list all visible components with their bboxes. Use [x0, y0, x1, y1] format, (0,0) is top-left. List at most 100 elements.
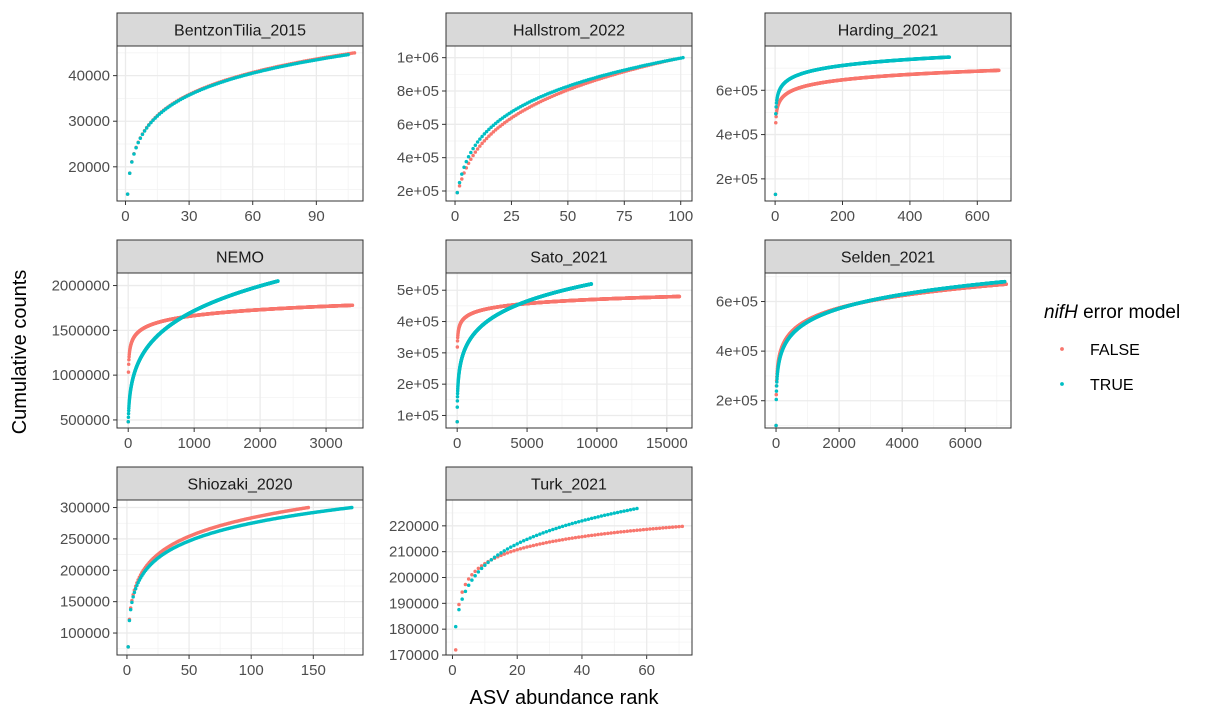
data-point — [478, 137, 482, 141]
x-tick-label: 75 — [616, 208, 633, 225]
data-point — [475, 140, 480, 144]
x-tick-label: 0 — [453, 435, 461, 452]
y-tick-label: 6e+05 — [716, 82, 758, 99]
x-tick-label: 400 — [897, 208, 922, 225]
y-tick-label: 2e+05 — [397, 183, 439, 200]
y-tick-label: 2e+05 — [397, 376, 439, 393]
panel-background — [117, 273, 363, 428]
data-point — [484, 129, 489, 134]
x-tick-label: 1000 — [177, 435, 210, 452]
data-point — [487, 134, 491, 138]
data-point — [478, 144, 482, 148]
data-point — [466, 155, 471, 159]
data-point — [480, 134, 484, 139]
data-point — [455, 345, 460, 349]
panel-border — [116, 272, 364, 429]
data-point — [469, 150, 473, 155]
data-point — [464, 159, 469, 164]
data-point — [147, 123, 151, 127]
data-point — [126, 411, 131, 416]
data-point — [947, 55, 952, 59]
data-point — [130, 160, 134, 164]
x-tick-label: 50 — [560, 208, 577, 225]
data-point — [136, 140, 140, 145]
x-tick-label: 5000 — [510, 435, 543, 452]
panel-title: Harding_2021 — [838, 23, 939, 40]
x-tick-label: 0 — [771, 208, 779, 225]
y-tick-label: 1500000 — [52, 322, 110, 339]
x-tick-label: 100 — [668, 208, 693, 225]
data-point — [774, 112, 778, 116]
y-tick-label: 30000 — [68, 113, 110, 130]
data-point — [352, 51, 357, 55]
x-tick-label: 0 — [124, 435, 132, 452]
panel-background — [765, 46, 1011, 201]
data-point — [487, 127, 491, 132]
data-point — [681, 55, 685, 60]
data-point — [774, 101, 779, 105]
data-point — [997, 68, 1001, 73]
x-tick-label: 10000 — [576, 435, 618, 452]
y-tick-label: 5e+05 — [397, 282, 439, 299]
data-point — [127, 171, 132, 176]
panel-title: BentzonTilia_2015 — [174, 23, 306, 40]
y-tick-label: 4e+05 — [716, 127, 758, 144]
x-tick-label: 600 — [965, 208, 990, 225]
y-tick-label: 1000000 — [52, 367, 110, 384]
y-tick-label: 6e+05 — [397, 116, 439, 133]
data-point — [126, 415, 131, 420]
points-group — [455, 55, 685, 195]
data-point — [132, 152, 136, 156]
series-false — [773, 68, 1001, 197]
panel-background — [446, 46, 692, 201]
data-point — [149, 120, 153, 125]
points-group — [126, 279, 355, 424]
y-tick-label: 4e+05 — [397, 314, 439, 331]
data-point — [484, 136, 489, 141]
points-group — [773, 55, 1001, 197]
data-point — [144, 126, 149, 130]
series-true — [125, 52, 350, 196]
data-point — [482, 132, 487, 136]
data-point — [455, 339, 460, 343]
panel-title: Sato_2021 — [530, 250, 608, 267]
data-point — [774, 114, 778, 119]
data-point — [469, 157, 473, 161]
x-tick-label: 0 — [451, 208, 459, 225]
data-point — [460, 177, 464, 181]
series-true — [455, 55, 685, 195]
x-tick-label: 25 — [503, 208, 520, 225]
data-point — [482, 139, 487, 143]
data-point — [473, 150, 478, 154]
data-point — [774, 105, 778, 109]
panel-strip — [116, 239, 364, 274]
y-tick-label: 2e+05 — [716, 171, 758, 188]
data-point — [138, 136, 143, 140]
data-point — [134, 145, 138, 150]
x-tick-label: 60 — [244, 208, 261, 225]
panel-strip — [116, 12, 364, 47]
y-tick-label: 2000000 — [52, 278, 110, 295]
data-point — [774, 121, 778, 125]
data-point — [489, 125, 493, 129]
points-group — [125, 51, 357, 196]
data-point — [127, 358, 131, 362]
data-point — [475, 147, 480, 151]
data-point — [462, 165, 466, 170]
data-point — [473, 143, 478, 147]
data-point — [126, 362, 131, 366]
data-point — [126, 408, 131, 413]
data-point — [480, 141, 484, 146]
y-tick-label: 4e+05 — [397, 150, 439, 167]
data-point — [491, 130, 496, 134]
points-group — [455, 282, 682, 424]
data-point — [460, 172, 464, 176]
y-tick-label: 20000 — [68, 159, 110, 176]
data-point — [125, 192, 130, 196]
series-false — [126, 303, 355, 424]
data-point — [471, 153, 475, 158]
data-point — [346, 52, 350, 57]
